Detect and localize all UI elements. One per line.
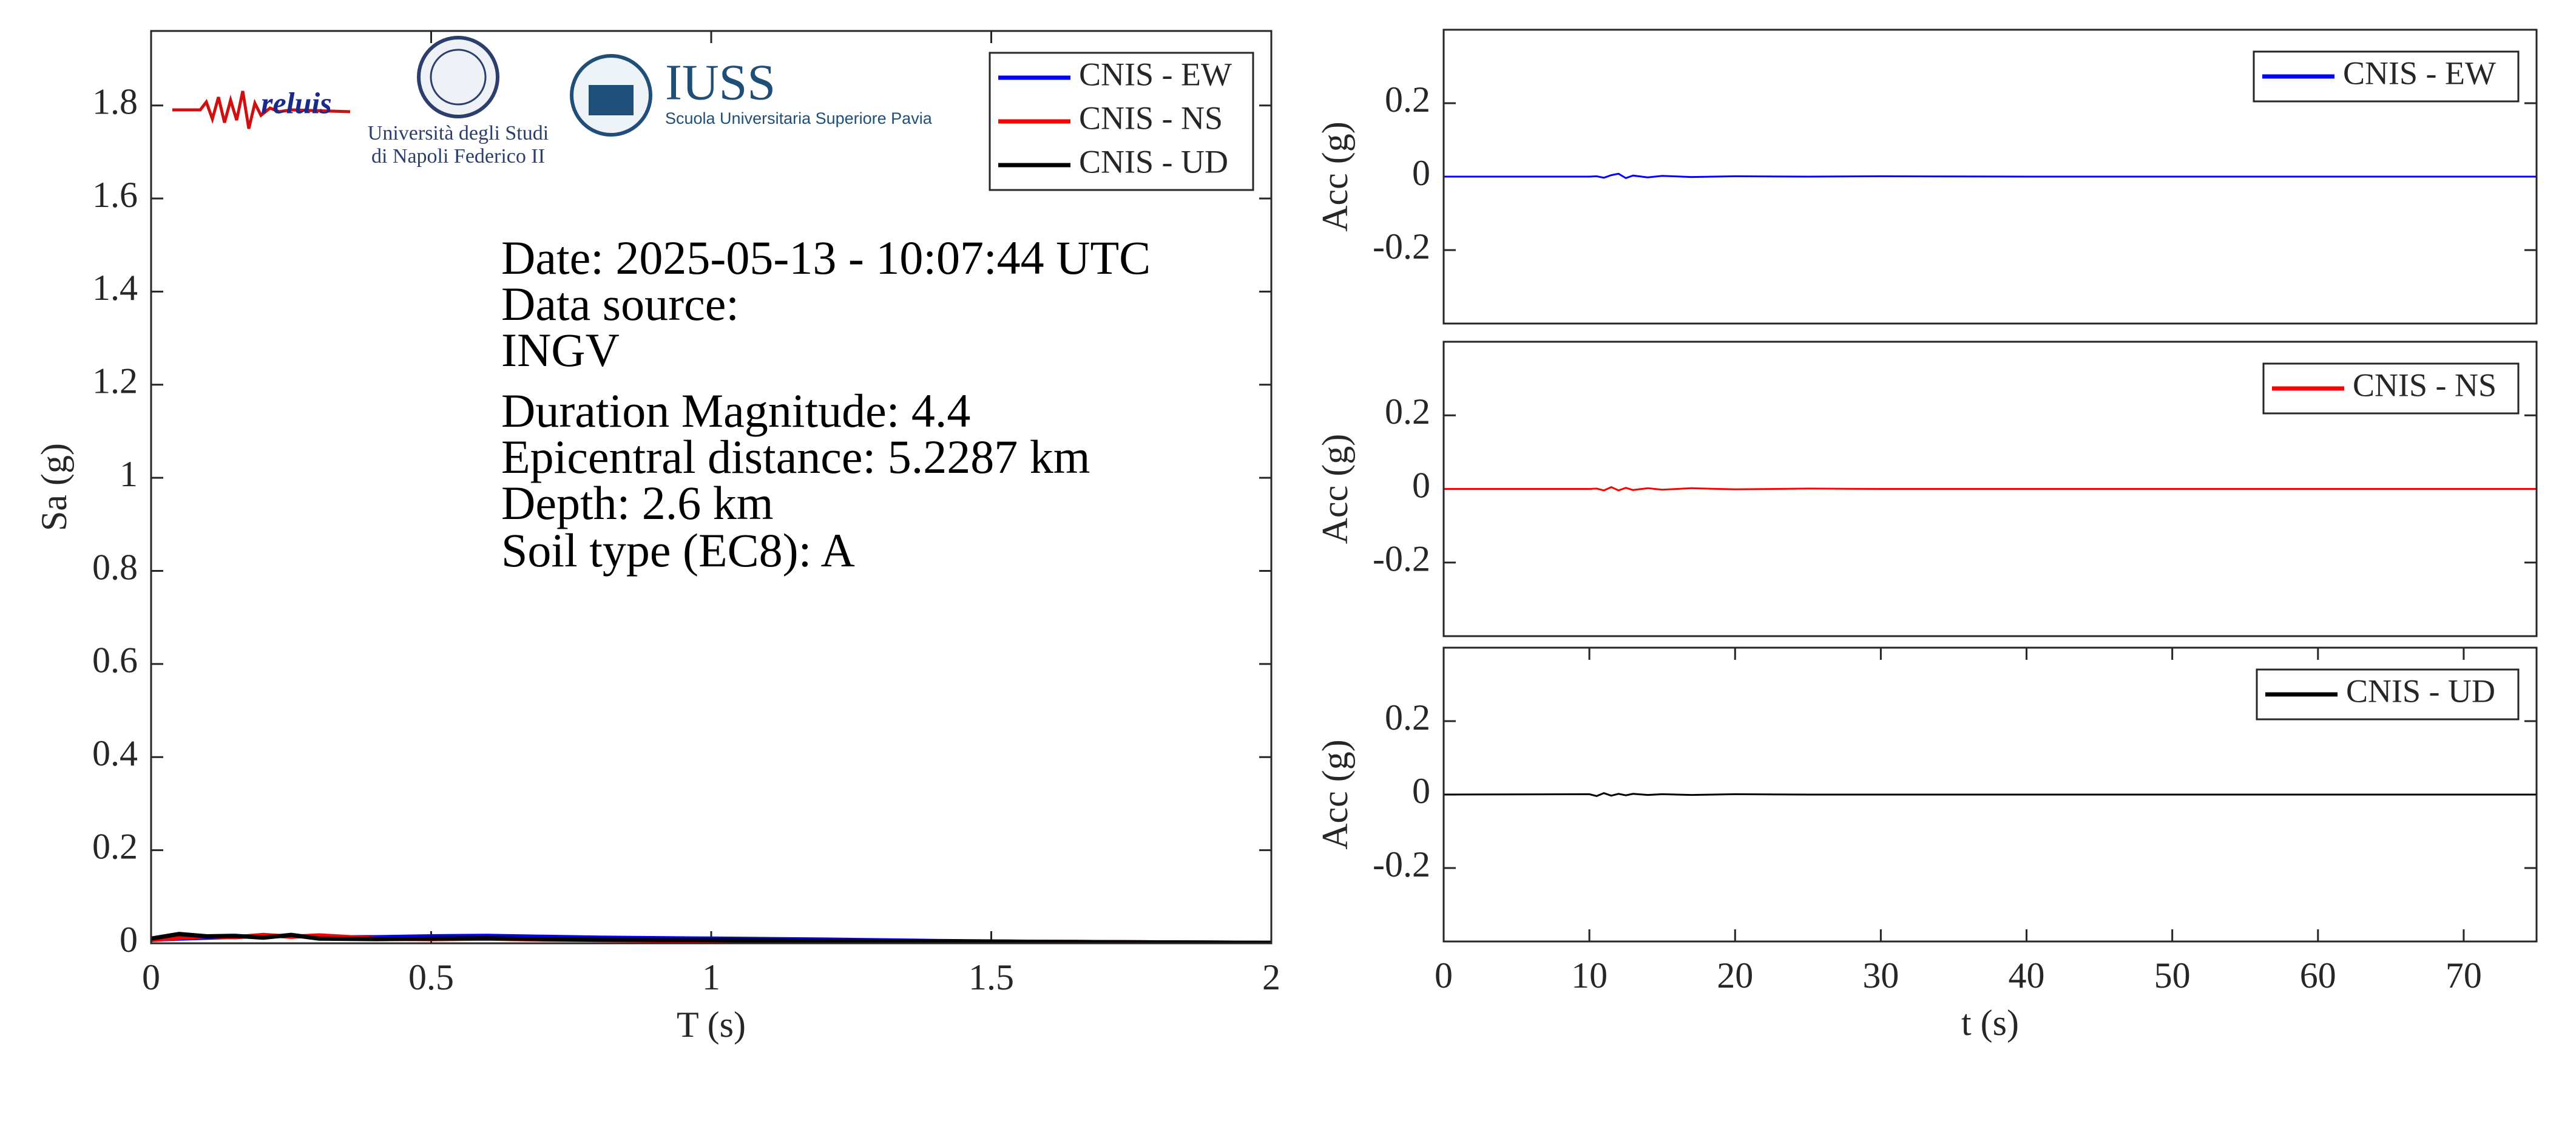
annotation: Date: 2025-05-13 - 10:07:44 UTC xyxy=(501,231,1151,284)
legend-label: CNIS - EW xyxy=(2343,55,2496,91)
x-tick-label: 70 xyxy=(2446,955,2482,995)
y-axis-label: Acc (g) xyxy=(1315,121,1355,232)
logo-text: reluis xyxy=(261,86,332,120)
legend-label: CNIS - NS xyxy=(2353,367,2497,403)
y-tick-label: 0 xyxy=(1412,465,1430,505)
y-axis-label: Acc (g) xyxy=(1315,434,1355,544)
x-tick-label: 0.5 xyxy=(408,957,454,997)
reluis-wave xyxy=(172,90,351,129)
y-axis-label: Sa (g) xyxy=(34,443,74,531)
axes-box xyxy=(1442,341,2538,637)
y-tick-label: -0.2 xyxy=(1373,226,1430,266)
logo-text: Scuola Universitaria Superiore Pavia xyxy=(665,109,933,127)
legend-label: CNIS - UD xyxy=(1079,143,1228,180)
x-tick-label: 30 xyxy=(1862,955,1899,995)
x-tick-label: 60 xyxy=(2300,955,2336,995)
y-tick-label: 0.2 xyxy=(1385,697,1430,738)
y-tick-label: 0.2 xyxy=(92,826,138,866)
iuss-seal-building xyxy=(589,85,634,115)
y-tick-label: 1.8 xyxy=(92,81,138,121)
x-axis-label: t (s) xyxy=(1961,1003,2019,1043)
x-tick-label: 20 xyxy=(1717,955,1753,995)
x-tick-label: 1.5 xyxy=(969,957,1014,997)
y-tick-label: 0 xyxy=(120,920,138,960)
logos: reluis Università degli Studi di Napoli … xyxy=(172,36,933,168)
y-tick-label: 0.6 xyxy=(92,640,138,680)
y-tick-label: 1.4 xyxy=(92,268,138,308)
annotation: Epicentral distance: 5.2287 km xyxy=(501,430,1090,483)
unina-seal-inner xyxy=(430,49,487,106)
legend-label: CNIS - NS xyxy=(1079,100,1223,136)
x-tick-label: 1 xyxy=(702,957,720,997)
axes-box xyxy=(1442,646,2538,943)
y-tick-label: 1 xyxy=(120,454,138,494)
y-tick-label: 0.8 xyxy=(92,547,138,587)
logo-text: di Napoli Federico II xyxy=(371,145,545,168)
y-axis-label: Acc (g) xyxy=(1315,739,1355,850)
legend-label: CNIS - EW xyxy=(1079,56,1232,92)
y-tick-label: 1.6 xyxy=(92,175,138,215)
annotation: Duration Magnitude: 4.4 xyxy=(501,384,970,437)
series-line xyxy=(1444,172,2537,180)
series-line xyxy=(151,932,1271,943)
x-tick-label: 2 xyxy=(1262,957,1280,997)
y-tick-label: -0.2 xyxy=(1373,844,1430,884)
annotation: Data source: xyxy=(501,277,739,330)
axes-box xyxy=(1442,29,2538,325)
y-tick-label: 1.2 xyxy=(92,361,138,401)
series-line xyxy=(1444,792,2537,797)
legend-label: CNIS - UD xyxy=(2346,673,2495,709)
y-tick-label: 0 xyxy=(1412,771,1430,811)
x-tick-label: 0 xyxy=(1435,955,1453,995)
axes-box xyxy=(150,30,1273,945)
logo-text: Università degli Studi xyxy=(368,122,549,144)
y-tick-label: -0.2 xyxy=(1373,539,1430,579)
y-tick-label: 0.2 xyxy=(1385,80,1430,120)
y-tick-label: 0.2 xyxy=(1385,392,1430,432)
y-tick-label: 0.4 xyxy=(92,733,138,773)
logo-text: IUSS xyxy=(665,54,776,110)
annotation: INGV xyxy=(501,324,620,376)
x-axis-label: T (s) xyxy=(677,1005,746,1045)
series-line xyxy=(1444,486,2537,492)
x-tick-label: 40 xyxy=(2009,955,2045,995)
x-tick-label: 10 xyxy=(1571,955,1607,995)
annotation: Depth: 2.6 km xyxy=(501,477,773,529)
x-tick-label: 0 xyxy=(142,957,160,997)
x-tick-label: 50 xyxy=(2154,955,2191,995)
annotation: Soil type (EC8): A xyxy=(501,524,855,577)
y-tick-label: 0 xyxy=(1412,153,1430,193)
